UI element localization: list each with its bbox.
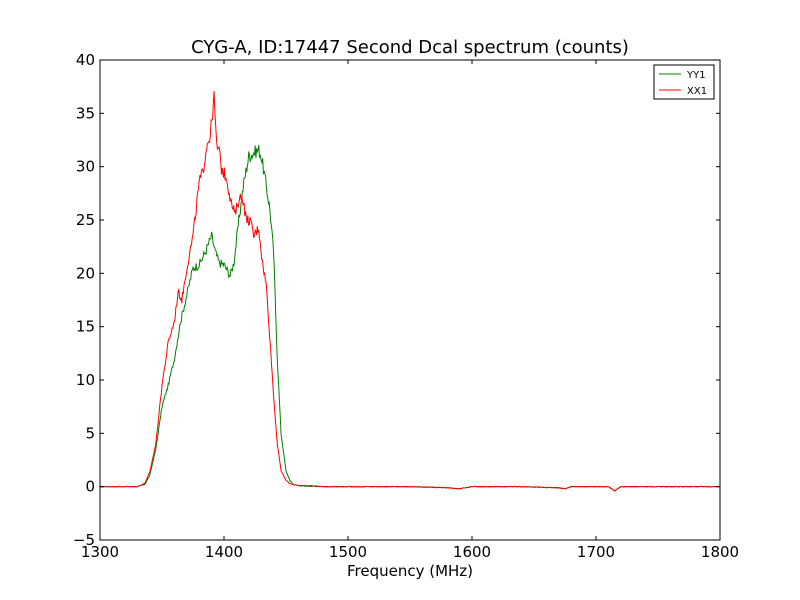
plot-frame — [99, 59, 721, 541]
series-layer — [99, 91, 721, 492]
y-tick-label: 25 — [76, 211, 95, 229]
chart-title: CYG-A, ID:17447 Second Dcal spectrum (co… — [191, 37, 629, 58]
y-tick-label: 15 — [76, 318, 95, 336]
plot-area — [100, 60, 720, 540]
x-tick-label: 1300 — [81, 543, 119, 561]
legend-label-yy1: YY1 — [686, 70, 706, 81]
x-tick-label: 1400 — [205, 543, 243, 561]
y-tick-label: 20 — [76, 264, 95, 282]
y-tick-label: 5 — [85, 424, 95, 442]
x-tick-label: 1800 — [701, 543, 739, 561]
x-tick-label: 1600 — [453, 543, 491, 561]
legend-label-xx1: XX1 — [687, 86, 707, 97]
y-tick-label: 10 — [76, 371, 95, 389]
x-tick-label: 1500 — [329, 543, 367, 561]
y-tick-label: 30 — [76, 158, 95, 176]
series-line-xx1 — [99, 91, 721, 492]
y-tick-label: 40 — [76, 51, 95, 69]
y-tick-label: 0 — [85, 478, 95, 496]
x-tick-label: 1700 — [577, 543, 615, 561]
legend-box — [653, 64, 715, 100]
y-tick-label: 35 — [76, 104, 95, 122]
y-tick-label: −5 — [73, 531, 95, 549]
x-axis-label: Frequency (MHz) — [347, 562, 473, 580]
tick-layer: 1300 1400 1500 1600 1700 1800 −5 0 5 10 15 20 25 30 35… — [73, 51, 739, 561]
